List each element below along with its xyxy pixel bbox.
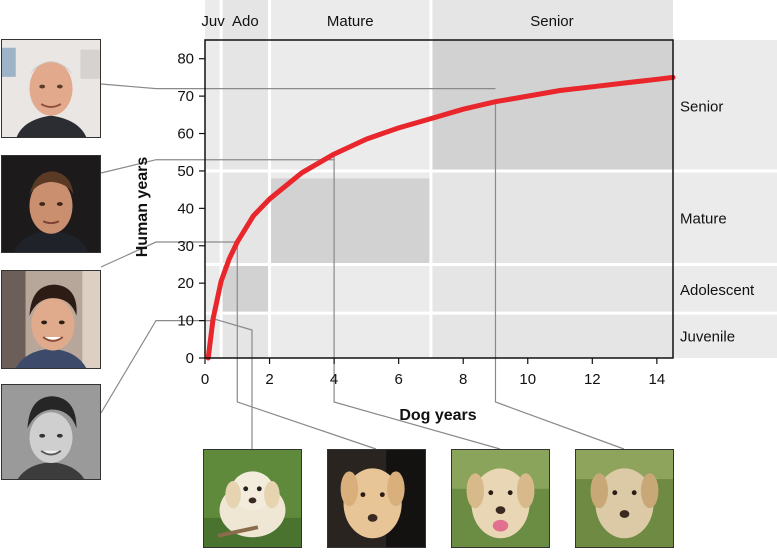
human-leader-line bbox=[100, 83, 496, 90]
stage-overlap-box bbox=[269, 178, 431, 265]
dog-stage-label: Ado bbox=[232, 13, 259, 30]
boy-portrait-bw-icon bbox=[2, 385, 100, 479]
human-photo-teen bbox=[1, 270, 101, 369]
y-tick-label: 30 bbox=[177, 238, 194, 255]
dog-leader-line bbox=[494, 101, 625, 450]
y-tick-label: 10 bbox=[177, 313, 194, 330]
dog-leader-line bbox=[333, 154, 501, 450]
human-stage-label: Senior bbox=[680, 98, 723, 115]
labrador-adolescent-icon bbox=[328, 450, 425, 547]
human-stage-band-area bbox=[673, 40, 777, 358]
labrador-adult-icon bbox=[452, 450, 549, 547]
stage-overlap-box bbox=[430, 40, 673, 171]
stage-bands bbox=[205, 0, 777, 358]
human-stage-label: Mature bbox=[680, 211, 727, 228]
dog-leader-line bbox=[236, 242, 377, 450]
plot-frame bbox=[204, 39, 674, 359]
dog-stage-label: Juv bbox=[201, 13, 225, 30]
human-leader-line bbox=[100, 159, 335, 174]
dog-photo-adolescent bbox=[327, 449, 426, 548]
labrador-senior-icon bbox=[576, 450, 673, 547]
man-portrait-mature-icon bbox=[2, 156, 100, 252]
y-tick-label: 60 bbox=[177, 126, 194, 143]
x-tick-label: 2 bbox=[265, 371, 273, 388]
stage-overlap-box bbox=[221, 264, 270, 314]
y-tick-label: 70 bbox=[177, 88, 194, 105]
dog-photo-adult bbox=[451, 449, 550, 548]
man-portrait-senior-icon bbox=[2, 40, 100, 137]
y-tick-label: 0 bbox=[186, 350, 194, 367]
human-photo-child bbox=[1, 384, 101, 480]
human-photo-senior bbox=[1, 39, 101, 138]
dog-stage-label: Senior bbox=[530, 13, 573, 30]
human-stage-label: Adolescent bbox=[680, 282, 755, 299]
labrador-puppy-icon bbox=[204, 450, 301, 547]
dog-photo-puppy bbox=[203, 449, 302, 548]
x-tick-label: 6 bbox=[394, 371, 402, 388]
plot-frame-layer bbox=[204, 39, 674, 359]
human-leader-line bbox=[100, 319, 214, 414]
y-tick-label: 20 bbox=[177, 275, 194, 292]
x-tick-label: 12 bbox=[584, 371, 601, 388]
y-tick-label: 50 bbox=[177, 163, 194, 180]
teen-portrait-icon bbox=[2, 271, 100, 368]
axis-ticks: 0 2 4 6 8 10 12 14 0 10 20 30 40 50 60 70 80 bbox=[177, 51, 665, 388]
x-tick-label: 10 bbox=[519, 371, 536, 388]
x-tick-label: 4 bbox=[330, 371, 338, 388]
dog-stage-label: Mature bbox=[327, 13, 374, 30]
photo-leader-lines bbox=[100, 83, 625, 450]
x-tick-label: 14 bbox=[649, 371, 666, 388]
dog-stage-column bbox=[205, 0, 222, 358]
human-stage-label: Juvenile bbox=[680, 329, 735, 346]
dog-leader-line bbox=[212, 318, 253, 449]
x-axis-label: Dog years bbox=[399, 407, 476, 424]
dog-photo-senior bbox=[575, 449, 674, 548]
x-tick-label: 8 bbox=[459, 371, 467, 388]
age-curve-line bbox=[205, 74, 676, 361]
y-tick-label: 80 bbox=[177, 51, 194, 68]
stage-labels: Juv Ado Mature Senior Senior Mature Adolescent… bbox=[201, 13, 755, 346]
y-axis-label: Human years bbox=[134, 157, 151, 258]
age-curve-layer bbox=[205, 74, 676, 361]
y-tick-label: 40 bbox=[177, 200, 194, 217]
human-leader-line bbox=[100, 241, 238, 268]
x-tick-label: 0 bbox=[201, 371, 209, 388]
human-photo-mature bbox=[1, 155, 101, 253]
